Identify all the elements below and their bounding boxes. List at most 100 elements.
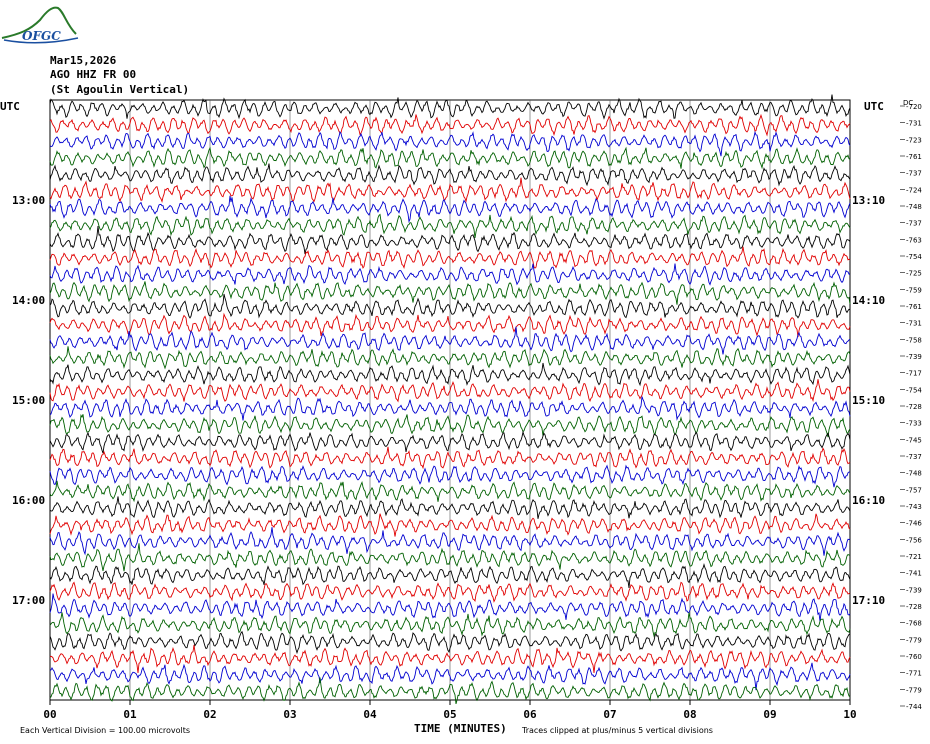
dc-offset-label: -721 bbox=[906, 553, 922, 561]
dc-offset-label: -737 bbox=[906, 453, 922, 461]
left-hour-label: 15:00 bbox=[12, 394, 45, 407]
left-hour-label: 17:00 bbox=[12, 594, 45, 607]
right-hour-label: 14:10 bbox=[852, 294, 885, 307]
dc-offset-label: -748 bbox=[906, 203, 922, 211]
trace-row bbox=[49, 113, 851, 137]
trace-row bbox=[49, 281, 851, 305]
dc-offset-label: -779 bbox=[906, 636, 922, 644]
dc-offset-label: -725 bbox=[906, 270, 922, 278]
trace-row bbox=[49, 480, 851, 503]
dc-offset-label: -720 bbox=[906, 103, 922, 111]
dc-offset-label: -761 bbox=[906, 303, 922, 311]
trace-row bbox=[49, 612, 851, 638]
logo-text: OFGC bbox=[22, 29, 61, 43]
x-tick-label: 07 bbox=[603, 708, 616, 721]
dc-offset-label: -779 bbox=[906, 686, 922, 694]
trace-row bbox=[49, 593, 851, 622]
dc-offset-label: -756 bbox=[906, 536, 922, 544]
left-hour-label: 13:00 bbox=[12, 194, 45, 207]
station-code: AGO HHZ FR 00 bbox=[50, 68, 137, 81]
x-axis-title: TIME (MINUTES) bbox=[414, 722, 507, 735]
x-tick-label: 09 bbox=[763, 708, 776, 721]
trace-row bbox=[49, 312, 851, 338]
dc-offset-label: -723 bbox=[906, 136, 922, 144]
x-tick-label: 02 bbox=[203, 708, 216, 721]
dc-offset-label: -757 bbox=[906, 486, 922, 494]
x-tick-label: 00 bbox=[43, 708, 56, 721]
dc-offset-label: -754 bbox=[906, 386, 922, 394]
trace-row bbox=[49, 213, 851, 238]
dc-offset-label: -759 bbox=[906, 286, 922, 294]
dc-offset-label: -737 bbox=[906, 220, 922, 228]
trace-row bbox=[49, 293, 851, 319]
dc-offset-label: -739 bbox=[906, 586, 922, 594]
dc-label: DC bbox=[903, 99, 913, 107]
dc-offset-label: -739 bbox=[906, 353, 922, 361]
trace-row bbox=[49, 326, 851, 355]
dc-offset-label: -733 bbox=[906, 420, 922, 428]
trace-row bbox=[49, 195, 851, 224]
trace-row bbox=[49, 527, 851, 556]
dc-offset-label: -761 bbox=[906, 153, 922, 161]
x-tick-label: 08 bbox=[683, 708, 696, 721]
x-tick-label: 10 bbox=[843, 708, 856, 721]
trace-row bbox=[49, 644, 851, 674]
right-hour-label: 13:10 bbox=[852, 194, 885, 207]
trace-row bbox=[49, 414, 851, 438]
trace-row bbox=[49, 677, 851, 705]
dc-offset-label: -717 bbox=[906, 370, 922, 378]
trace-row bbox=[49, 263, 851, 286]
trace-row bbox=[49, 226, 851, 255]
right-hour-label: 16:10 bbox=[852, 494, 885, 507]
right-utc-label: UTC bbox=[864, 100, 884, 113]
dc-offset-label: -748 bbox=[906, 470, 922, 478]
left-hour-label: 16:00 bbox=[12, 494, 45, 507]
trace-row bbox=[49, 177, 851, 204]
dc-offset-label: -758 bbox=[906, 336, 922, 344]
dc-offset-label: -737 bbox=[906, 170, 922, 178]
dc-offset-label: -768 bbox=[906, 620, 922, 628]
footer-left: Each Vertical Division = 100.00 microvol… bbox=[20, 726, 191, 735]
trace-row bbox=[49, 581, 851, 603]
ofgc-logo: OFGC bbox=[1, 6, 79, 44]
dc-offset-label: -745 bbox=[906, 436, 922, 444]
trace-row bbox=[49, 94, 851, 120]
trace-row bbox=[49, 362, 851, 387]
trace-row bbox=[49, 130, 851, 157]
dc-offset-label: -731 bbox=[906, 120, 922, 128]
dc-offset-label: -771 bbox=[906, 670, 922, 678]
left-utc-label: UTC bbox=[0, 100, 20, 113]
x-tick-label: 04 bbox=[363, 708, 377, 721]
date-label: Mar15,2026 bbox=[50, 54, 117, 67]
dc-offset-label: -731 bbox=[906, 320, 922, 328]
dc-offset-label: -763 bbox=[906, 236, 922, 244]
right-hour-label: 15:10 bbox=[852, 394, 885, 407]
dc-offset-label: -724 bbox=[906, 186, 922, 194]
trace-row bbox=[49, 246, 851, 270]
right-hour-label: 17:10 bbox=[852, 594, 885, 607]
station-name: (St Agoulin Vertical) bbox=[50, 83, 190, 96]
dc-offset-label: -744 bbox=[906, 703, 922, 711]
trace-row bbox=[49, 562, 851, 588]
x-tick-label: 03 bbox=[283, 708, 296, 721]
dc-offset-label: -746 bbox=[906, 520, 922, 528]
trace-row bbox=[49, 346, 851, 370]
trace-row bbox=[49, 163, 851, 187]
x-tick-label: 06 bbox=[523, 708, 537, 721]
dc-offset-label: -760 bbox=[906, 653, 922, 661]
dc-offset-label: -728 bbox=[906, 403, 922, 411]
trace-row bbox=[49, 662, 851, 691]
dc-offset-label: -754 bbox=[906, 253, 922, 261]
dc-offset-label: -741 bbox=[906, 570, 922, 578]
trace-row bbox=[49, 379, 851, 403]
trace-row bbox=[49, 513, 851, 537]
dc-offset-label: -728 bbox=[906, 603, 922, 611]
trace-row bbox=[49, 496, 851, 519]
x-tick-label: 01 bbox=[123, 708, 137, 721]
trace-row bbox=[49, 430, 851, 454]
trace-row bbox=[49, 396, 851, 421]
x-tick-label: 05 bbox=[443, 708, 456, 721]
trace-row bbox=[49, 146, 851, 170]
trace-row bbox=[49, 630, 851, 655]
